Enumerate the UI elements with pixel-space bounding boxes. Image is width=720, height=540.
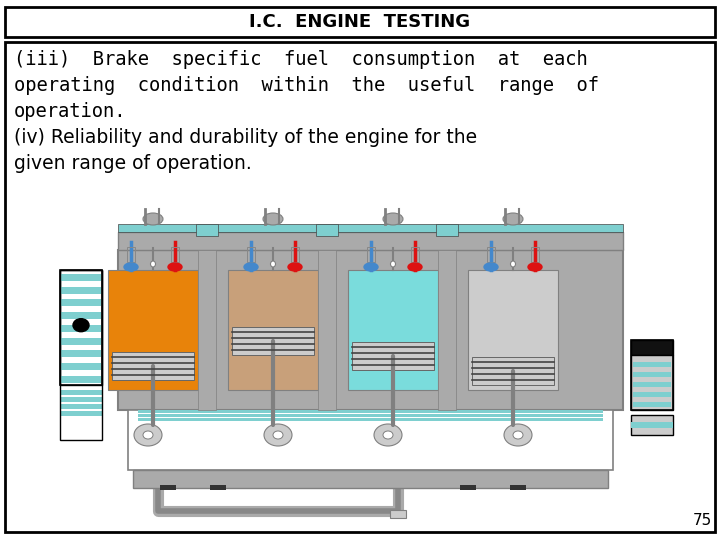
Bar: [436, 224, 458, 236]
Text: given range of operation.: given range of operation.: [14, 154, 252, 173]
Bar: [61, 274, 101, 281]
Bar: [112, 352, 194, 380]
Bar: [367, 247, 375, 262]
Bar: [138, 414, 603, 417]
Bar: [61, 325, 101, 332]
Ellipse shape: [484, 263, 498, 271]
Bar: [352, 342, 434, 370]
Ellipse shape: [510, 261, 516, 267]
Ellipse shape: [364, 263, 378, 271]
Bar: [633, 402, 671, 407]
Bar: [468, 270, 558, 390]
Bar: [348, 270, 438, 390]
Bar: [318, 250, 336, 410]
Bar: [411, 247, 419, 262]
Bar: [631, 355, 673, 410]
Bar: [316, 224, 338, 236]
Bar: [61, 363, 101, 370]
Text: (iii)  Brake  specific  fuel  consumption  at  each: (iii) Brake specific fuel consumption at…: [14, 50, 588, 69]
Bar: [60, 411, 102, 416]
Text: operating  condition  within  the  useful  range  of: operating condition within the useful ra…: [14, 76, 599, 95]
Text: I.C.  ENGINE  TESTING: I.C. ENGINE TESTING: [249, 13, 471, 31]
Ellipse shape: [383, 431, 393, 439]
Bar: [128, 410, 613, 470]
Bar: [61, 376, 101, 383]
Bar: [210, 485, 226, 490]
Bar: [631, 415, 673, 435]
Bar: [138, 418, 603, 421]
Ellipse shape: [73, 319, 89, 332]
Bar: [438, 250, 456, 410]
Bar: [232, 327, 314, 355]
Bar: [118, 232, 623, 250]
Bar: [61, 287, 101, 294]
Bar: [118, 250, 623, 410]
Ellipse shape: [168, 263, 182, 271]
Bar: [60, 420, 102, 435]
Bar: [118, 224, 623, 232]
Bar: [631, 422, 673, 428]
Bar: [472, 357, 554, 385]
Bar: [60, 270, 102, 385]
Bar: [171, 247, 179, 262]
Ellipse shape: [263, 213, 283, 225]
Ellipse shape: [143, 213, 163, 225]
Bar: [60, 397, 102, 402]
Bar: [633, 372, 671, 377]
Bar: [160, 485, 176, 490]
Bar: [138, 410, 603, 413]
Ellipse shape: [408, 263, 422, 271]
Bar: [61, 299, 101, 306]
Ellipse shape: [244, 263, 258, 271]
Bar: [196, 224, 218, 236]
Text: operation.: operation.: [14, 102, 127, 121]
Bar: [133, 470, 608, 488]
Text: 75: 75: [693, 513, 712, 528]
Bar: [61, 350, 101, 357]
Bar: [633, 382, 671, 387]
Ellipse shape: [383, 213, 403, 225]
Bar: [510, 485, 526, 490]
Bar: [631, 340, 673, 410]
Ellipse shape: [390, 261, 395, 267]
Bar: [108, 270, 198, 390]
Bar: [198, 250, 216, 410]
Bar: [60, 390, 102, 395]
Bar: [5, 7, 715, 37]
Ellipse shape: [271, 261, 276, 267]
Bar: [633, 362, 671, 367]
Bar: [633, 392, 671, 397]
Ellipse shape: [143, 431, 153, 439]
Ellipse shape: [374, 424, 402, 446]
Ellipse shape: [150, 261, 156, 267]
Ellipse shape: [273, 431, 283, 439]
Bar: [460, 485, 476, 490]
Bar: [247, 247, 255, 262]
Ellipse shape: [264, 424, 292, 446]
Ellipse shape: [288, 263, 302, 271]
Bar: [390, 510, 406, 518]
Bar: [228, 270, 318, 390]
Bar: [531, 247, 539, 262]
Bar: [60, 404, 102, 409]
Bar: [60, 270, 102, 440]
Bar: [127, 247, 135, 262]
Ellipse shape: [124, 263, 138, 271]
Bar: [631, 340, 673, 355]
Text: (iv) Reliability and durability of the engine for the: (iv) Reliability and durability of the e…: [14, 128, 477, 147]
Bar: [487, 247, 495, 262]
Bar: [61, 312, 101, 319]
Ellipse shape: [503, 213, 523, 225]
Ellipse shape: [134, 424, 162, 446]
Ellipse shape: [513, 431, 523, 439]
Ellipse shape: [504, 424, 532, 446]
Bar: [60, 270, 102, 385]
Ellipse shape: [528, 263, 542, 271]
Bar: [291, 247, 299, 262]
Bar: [61, 338, 101, 345]
